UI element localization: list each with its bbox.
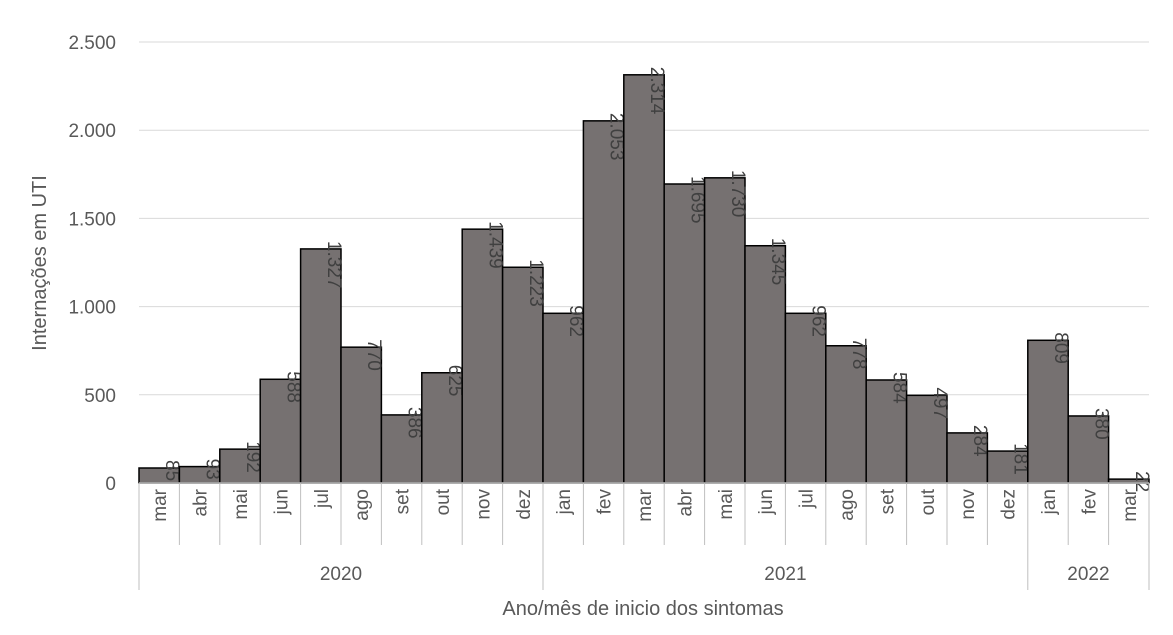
bar	[946, 432, 989, 484]
x-category-label: jan	[554, 489, 575, 515]
bar	[623, 74, 665, 484]
data-label: 380	[1090, 408, 1111, 440]
data-label: 1.695	[686, 176, 707, 224]
x-category-label: set	[877, 488, 898, 514]
bar	[380, 414, 423, 484]
data-label: 1.730	[727, 170, 748, 218]
bars: 85 93 192 588 1.327 770 386 625 1.439 1.223 962 2.0…	[138, 67, 1152, 492]
x-category-label: set	[393, 488, 414, 514]
bar	[461, 228, 504, 484]
data-label: 1.327	[323, 241, 344, 289]
x-category-label: jun	[271, 489, 292, 515]
x-category-label: abr	[675, 488, 696, 516]
x-category-label: out	[918, 488, 939, 515]
data-label: 2.053	[606, 113, 627, 161]
bar	[421, 372, 463, 484]
data-label: 962	[808, 305, 829, 337]
x-axis: mar abr mai jun jul ago set out nov dez jan fev mar a…	[138, 482, 1150, 590]
x-category-label: mai	[716, 489, 737, 520]
x-category-label: ago	[837, 489, 858, 521]
x-category-label: jan	[1039, 489, 1060, 515]
data-label: 2.314	[646, 67, 667, 115]
data-label: 85	[161, 460, 182, 481]
x-category-label: mar	[150, 488, 171, 521]
y-tick-label: 1.500	[68, 209, 116, 230]
x-category-label: fev	[595, 489, 616, 515]
data-label: 22	[1131, 471, 1152, 492]
data-label: 497	[929, 387, 950, 419]
x-category-label: mai	[231, 489, 252, 520]
data-label: 962	[565, 305, 586, 337]
x-category-label: dez	[999, 489, 1020, 520]
bar	[865, 379, 908, 484]
data-label: 1.439	[484, 221, 505, 269]
data-label: 93	[202, 459, 223, 480]
x-axis-title: Ano/mês de inicio dos sintomas	[502, 598, 783, 620]
x-category-label: nov	[958, 489, 979, 520]
data-label: 588	[282, 371, 303, 403]
y-axis-title: Internações em UTI	[29, 175, 51, 351]
x-group-label: 2022	[1067, 564, 1109, 585]
x-category-label: mar	[635, 488, 656, 521]
data-label: 770	[363, 339, 384, 371]
x-category-label: nov	[473, 489, 494, 520]
data-label: 1.223	[525, 259, 546, 307]
y-tick-label: 2.500	[68, 33, 116, 54]
bar	[1067, 415, 1110, 484]
x-category-label: out	[433, 488, 454, 515]
data-label: 181	[1010, 443, 1031, 475]
data-label: 192	[242, 441, 263, 473]
x-group-label: 2020	[320, 564, 362, 585]
data-label: 809	[1050, 332, 1071, 364]
x-category-label: jul	[312, 489, 333, 509]
y-axis-ticks: 0 500 1.000 1.500 2.000 2.500	[68, 33, 116, 495]
x-category-label: mar	[1120, 488, 1141, 521]
bar	[663, 183, 706, 484]
x-category-label: ago	[352, 489, 373, 521]
bar	[542, 312, 585, 484]
bar	[703, 177, 746, 484]
x-group-label: 2021	[764, 564, 806, 585]
x-category-label: jun	[756, 489, 777, 515]
data-label: 625	[444, 365, 465, 397]
bar	[582, 120, 625, 484]
bar	[905, 394, 948, 484]
x-category-label: fev	[1079, 489, 1100, 515]
data-label: 1.345	[767, 238, 788, 286]
x-category-label: abr	[191, 488, 212, 516]
y-tick-label: 2.000	[68, 121, 116, 142]
data-label: 284	[969, 425, 990, 457]
data-label: 386	[404, 407, 425, 439]
x-category-label: jul	[797, 489, 818, 509]
y-tick-label: 0	[105, 474, 116, 495]
bar	[784, 312, 827, 484]
bar	[744, 244, 787, 484]
data-label: 778	[848, 338, 869, 370]
x-category-label: dez	[514, 489, 535, 520]
data-label: 584	[888, 372, 909, 404]
y-tick-label: 500	[84, 386, 116, 407]
y-tick-label: 1.000	[68, 298, 116, 319]
bar	[219, 448, 261, 484]
bar	[501, 266, 544, 484]
